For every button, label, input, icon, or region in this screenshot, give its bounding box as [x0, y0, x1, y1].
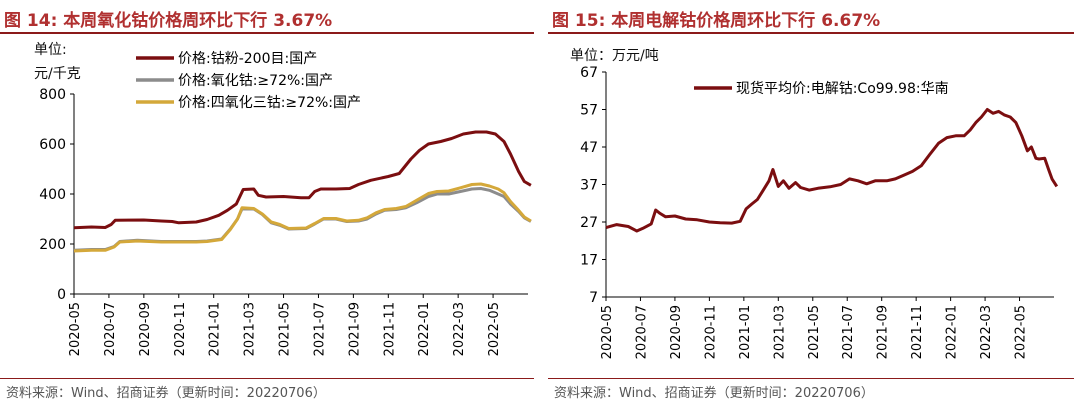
y-tick-label: 27	[580, 215, 598, 231]
y-unit-label: 单位：万元/吨	[570, 48, 659, 64]
x-tick-label: 2020-11	[173, 302, 188, 356]
series-line-3	[73, 182, 532, 253]
title-divider	[0, 32, 534, 34]
x-tick-label: 2021-07	[841, 305, 856, 359]
y-unit-label-line1: 单位:	[34, 42, 67, 58]
x-tick-label: 2021-03	[772, 305, 787, 359]
y-tick-label: 17	[580, 253, 598, 269]
line-chart-cobalt-oxide: 0 200 400 600 800 2020-05 2020-07 2020-09 2020-1…	[39, 51, 532, 356]
x-tick-label: 2022-05	[487, 302, 502, 356]
source-note: 资料来源：Wind、招商证券（更新时间：20220706）	[6, 386, 326, 401]
y-tick-label: 37	[580, 178, 598, 194]
chart-panel-electrolytic-cobalt: 图 15: 本周电解钴价格周环比下行 6.67% 单位：万元/吨 7 17 27 37…	[548, 0, 1080, 408]
x-tick-label: 2020-09	[138, 302, 153, 356]
series-line-1	[73, 130, 532, 230]
x-tick-label: 2021-11	[910, 305, 925, 359]
y-tick-label: 200	[39, 237, 66, 253]
x-tick-label: 2021-09	[876, 305, 891, 359]
y-tick-label: 7	[589, 290, 598, 306]
legend-label-1: 现货平均价:电解钴:Co99.98:华南	[736, 80, 949, 97]
x-tick-label: 2020-05	[68, 302, 83, 356]
x-tick-label: 2022-01	[417, 302, 432, 356]
y-tick-label: 800	[39, 87, 66, 103]
x-tick-label: 2021-09	[347, 302, 362, 356]
x-tick-label: 2020-05	[600, 305, 615, 359]
legend-label-3: 价格:四氧化三钴:≥72%:国产	[178, 95, 361, 111]
x-tick-label: 2021-05	[278, 302, 293, 356]
y-tick-label: 400	[39, 187, 66, 203]
x-tick-label: 2021-01	[738, 305, 753, 359]
title-divider	[548, 32, 1074, 34]
source-divider	[548, 378, 1074, 379]
x-tick-label: 2020-07	[103, 302, 118, 356]
x-tick-label: 2022-05	[1014, 305, 1029, 359]
x-tick-label: 2020-07	[634, 305, 649, 359]
y-unit-label-line2: 元/千克	[34, 66, 81, 82]
x-tick-label: 2020-11	[703, 305, 718, 359]
legend-label-2: 价格:氧化钴:≥72%:国产	[178, 73, 333, 89]
y-tick-label: 47	[580, 140, 598, 156]
y-tick-label: 0	[57, 287, 66, 303]
x-tick-label: 2021-05	[807, 305, 822, 359]
x-tick-label: 2020-09	[669, 305, 684, 359]
series-line-1	[605, 108, 1059, 233]
x-tick-label: 2022-01	[945, 305, 960, 359]
legend-label-1: 价格:钴粉-200目:国产	[178, 51, 317, 67]
x-tick-label: 2021-07	[312, 302, 327, 356]
chart-title: 图 14: 本周氧化钴价格周环比下行 3.67%	[4, 11, 333, 31]
y-tick-label: 57	[580, 103, 598, 119]
source-note: 资料来源：Wind、招商证券（更新时间：20220706）	[554, 386, 874, 401]
y-tick-label: 600	[39, 137, 66, 153]
y-tick-label: 67	[580, 65, 598, 81]
x-tick-label: 2021-01	[208, 302, 223, 356]
source-divider	[0, 378, 534, 379]
x-tick-label: 2022-03	[452, 302, 467, 356]
chart-title: 图 15: 本周电解钴价格周环比下行 6.67%	[552, 11, 881, 31]
x-tick-label: 2022-03	[979, 305, 994, 359]
x-tick-label: 2021-11	[382, 302, 397, 356]
x-tick-label: 2021-03	[243, 302, 258, 356]
line-chart-electrolytic-cobalt: 7 17 27 37 47 57 67 2020-05 2020-07 2020-09 2020-1…	[580, 65, 1059, 359]
chart-panel-cobalt-oxide: 图 14: 本周氧化钴价格周环比下行 3.67% 单位: 元/千克 0 200 40…	[0, 11, 534, 401]
